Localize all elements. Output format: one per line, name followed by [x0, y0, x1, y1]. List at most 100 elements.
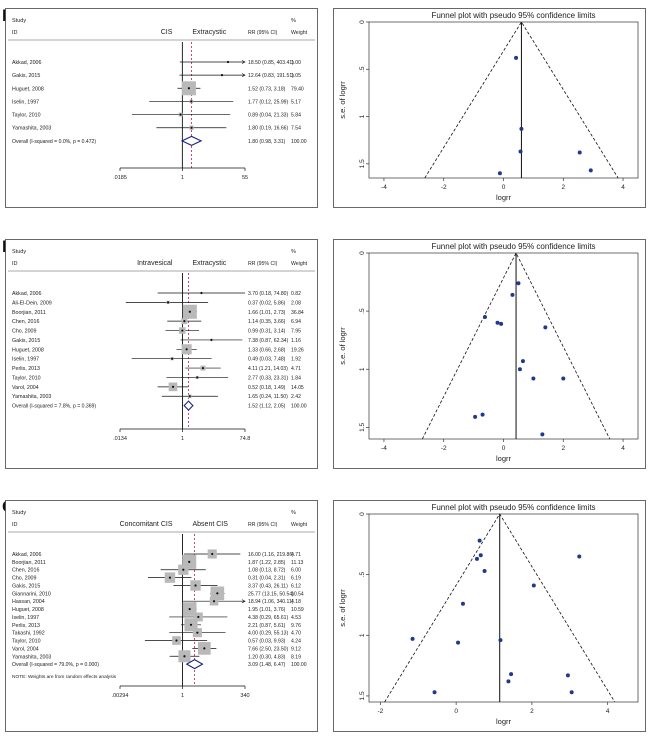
- rr-ci-value: 0.52 (0.18, 1.49): [248, 385, 286, 391]
- weight-value: 2.08: [291, 300, 301, 306]
- header-study: Study: [12, 249, 26, 255]
- x-tick-label: 340: [240, 693, 249, 699]
- overall-weight-value: 100.00: [291, 404, 307, 410]
- funnel-plot-f: Funnel plot with pseudo 95% confidence l…: [333, 239, 646, 469]
- study-label: Cho, 2009: [12, 576, 36, 582]
- header-id: ID: [12, 30, 18, 36]
- panel-border: [5, 239, 318, 469]
- header-pct: %: [291, 18, 296, 24]
- y-axis-label: s.e. of logrr: [338, 81, 347, 119]
- weight-value: 19.26: [291, 347, 304, 353]
- study-point: [531, 583, 536, 588]
- x-tick-label: .0134: [113, 436, 127, 442]
- point-estimate: [210, 338, 213, 342]
- funnel-plot-e: Funnel plot with pseudo 95% confidence l…: [333, 8, 646, 208]
- study-point: [531, 376, 536, 381]
- rr-ci-value: 2.21 (0.87, 5.61): [248, 623, 286, 629]
- x-axis-label: logrr: [496, 454, 512, 463]
- header-rr: RR (95% CI): [248, 261, 278, 267]
- y-tick-label: 0: [359, 251, 366, 255]
- study-point: [480, 412, 485, 417]
- rr-ci-value: 1.66 (1.01, 2.73): [248, 310, 286, 316]
- study-label: Varol, 2004: [12, 646, 39, 652]
- study-label: Iselin, 1997: [12, 615, 39, 621]
- point-estimate: [171, 357, 174, 360]
- ci-arrow: [241, 60, 246, 64]
- overall-weight-value: 100.00: [291, 662, 307, 668]
- x-tick-label: -2: [441, 445, 447, 452]
- study-point: [482, 314, 487, 319]
- left-group-label: Concomitant CIS: [120, 521, 173, 528]
- x-tick-label: 2: [561, 184, 565, 191]
- study-point: [460, 601, 465, 606]
- point-estimate: [203, 647, 206, 650]
- funnel-title: Funnel plot with pseudo 95% confidence l…: [431, 11, 595, 20]
- study-point: [497, 171, 502, 176]
- y-tick-label: 1.5: [359, 159, 366, 168]
- point-estimate: [183, 655, 186, 658]
- forest-plot-e: Study ID CIS Extracystic RR (95% CI)% Weight A…: [5, 8, 318, 208]
- right-group-label: Extracystic: [192, 260, 226, 267]
- plot-area: [368, 513, 639, 703]
- weight-value: 1.00: [291, 60, 301, 66]
- header-pct: %: [291, 510, 296, 516]
- rr-ci-value: 7.66 (2.50, 23.50): [248, 646, 289, 652]
- ci-arrow: [241, 73, 246, 78]
- weight-value: 6.19: [291, 576, 301, 582]
- header-id: ID: [12, 261, 18, 267]
- header-id: ID: [12, 522, 18, 528]
- study-label: Hassan, 2004: [12, 599, 45, 605]
- study-label: Gakis, 2015: [12, 583, 40, 589]
- overall-label: Overall (I-squared = 0.0%, p = 0.472): [12, 139, 96, 145]
- right-group-label: Extracystic: [192, 29, 226, 36]
- study-label: Chen, 2016: [12, 319, 39, 325]
- study-label: Takashi, 1992: [12, 631, 45, 637]
- header-weight: Weight: [291, 30, 308, 36]
- point-estimate: [196, 631, 199, 634]
- rr-ci-value: 12.64 (0.83, 191.51): [248, 73, 294, 79]
- rr-ci-value: 0.57 (0.03, 9.93): [248, 639, 286, 645]
- point-estimate: [226, 60, 230, 64]
- study-point: [432, 690, 437, 695]
- rr-ci-value: 1.95 (1.01, 3.76): [248, 607, 286, 613]
- forest-plot-g: Study ID Concomitant CIS Absent CIS RR (95% …: [5, 500, 318, 732]
- header-rr: RR (95% CI): [248, 522, 278, 528]
- y-tick-label: .5: [359, 572, 366, 578]
- study-label: Boorjian, 2011: [12, 560, 46, 566]
- weight-value: 0.82: [291, 291, 301, 297]
- header-rr: RR (95% CI): [248, 30, 278, 36]
- study-label: Huguet, 2008: [12, 86, 44, 92]
- point-estimate: [182, 568, 185, 571]
- weight-value: 36.84: [291, 310, 304, 316]
- study-label: Giannarini, 2010: [12, 591, 51, 597]
- study-point: [506, 679, 511, 684]
- overall-rr-value: 1.52 (1.12, 2.05): [248, 404, 286, 410]
- rr-ci-value: 1.87 (1.22, 2.85): [248, 560, 286, 566]
- weights-note: NOTE: Weights are from random effects an…: [12, 674, 117, 680]
- study-point: [478, 553, 483, 558]
- x-tick-label: 2: [530, 708, 534, 715]
- rr-ci-value: 1.77 (0.12, 25.99): [248, 99, 289, 105]
- rr-ci-value: 4.38 (0.29, 65.61): [248, 615, 289, 621]
- point-estimate: [216, 592, 219, 595]
- point-estimate: [188, 310, 191, 313]
- y-tick-label: 1: [359, 114, 366, 118]
- study-point: [499, 321, 504, 326]
- x-tick-label: 74.8: [240, 436, 251, 442]
- confidence-limit-lines: [421, 252, 611, 440]
- point-estimate: [181, 329, 184, 332]
- point-estimate: [197, 615, 200, 619]
- header-study: Study: [12, 510, 26, 516]
- x-tick-label: -4: [381, 184, 387, 191]
- study-point: [588, 168, 593, 173]
- study-point: [518, 149, 523, 154]
- weight-value: 1.84: [291, 375, 301, 381]
- x-tick-label: 4: [621, 184, 625, 191]
- right-group-label: Absent CIS: [193, 521, 229, 528]
- funnel-title: Funnel plot with pseudo 95% confidence l…: [431, 503, 595, 512]
- panel-border: [333, 239, 646, 469]
- x-tick-label: 0: [454, 708, 458, 715]
- left-group-label: Intravesical: [137, 260, 173, 267]
- point-estimate: [211, 552, 214, 556]
- rr-ci-value: 7.38 (0.87, 62.34): [248, 338, 289, 344]
